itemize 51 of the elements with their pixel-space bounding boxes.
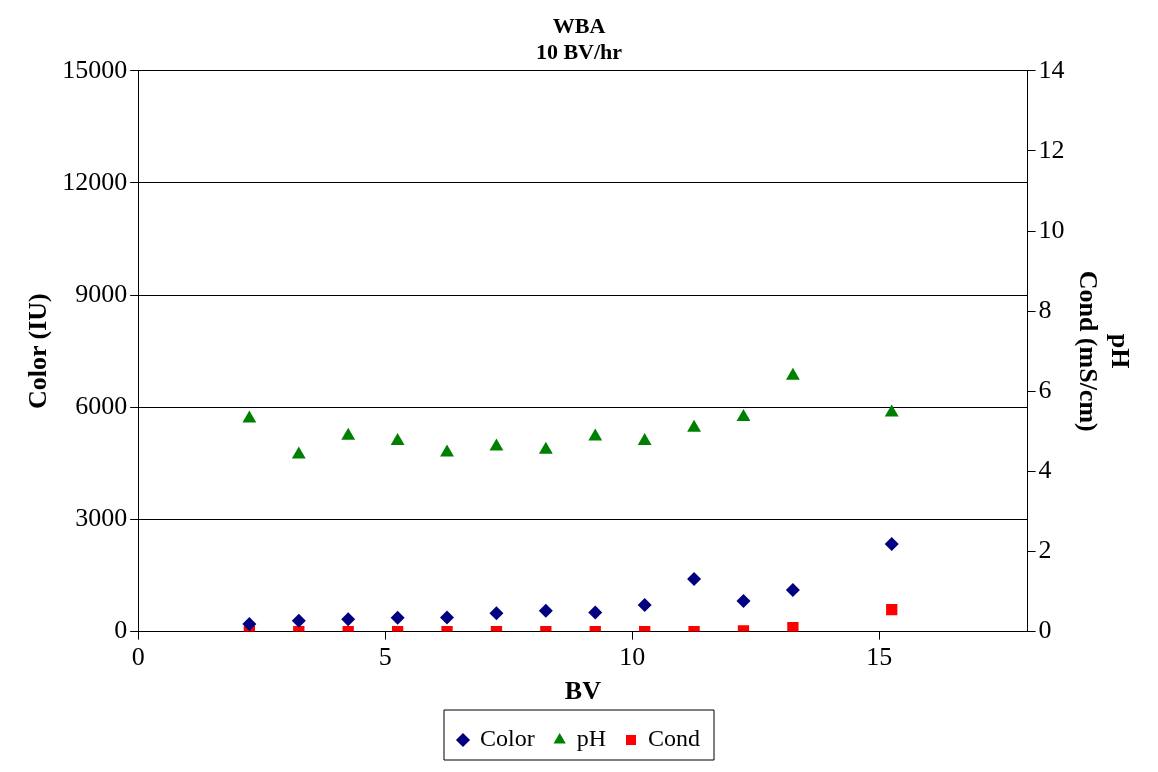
point <box>341 612 356 627</box>
point <box>390 610 405 625</box>
y-tick-label: 6000 <box>75 391 128 421</box>
point <box>440 444 454 457</box>
y-tick-label: 15000 <box>62 54 128 84</box>
y2-tick-label: 0 <box>1038 615 1052 645</box>
point <box>736 408 751 421</box>
point <box>637 598 652 613</box>
y-tick-label: 0 <box>114 615 128 645</box>
point <box>884 404 899 417</box>
y2-tick-label: 12 <box>1038 134 1065 164</box>
point <box>687 419 701 432</box>
y2-tick-label: 6 <box>1038 375 1052 405</box>
point <box>242 617 257 632</box>
point <box>489 438 504 451</box>
point <box>785 583 800 598</box>
y2-tick-label: 8 <box>1038 294 1052 324</box>
chart-title: WBA 10 BV/hr <box>535 12 623 65</box>
legend-label: Color <box>480 725 535 752</box>
point <box>489 606 504 621</box>
point <box>884 537 899 552</box>
point <box>291 613 306 628</box>
legend-label: Cond <box>648 725 701 752</box>
y2-tick-label: 4 <box>1038 455 1052 485</box>
point <box>588 605 603 620</box>
x-tick-label: 10 <box>619 642 646 672</box>
point <box>588 428 603 441</box>
y2-tick-label: 2 <box>1038 535 1052 565</box>
point <box>291 446 306 459</box>
y2-tick-label: 14 <box>1038 54 1065 84</box>
point <box>787 621 799 632</box>
point <box>440 610 455 625</box>
point <box>341 427 356 440</box>
point <box>390 432 405 445</box>
point <box>637 432 652 445</box>
y2-axis-title: pH Cond (mS/cm) <box>1074 270 1135 432</box>
point <box>538 441 553 454</box>
point <box>687 571 702 586</box>
legend-label: pH <box>576 725 607 752</box>
point <box>785 367 800 380</box>
point <box>538 603 553 618</box>
y2-tick-label: 10 <box>1038 214 1065 244</box>
y-tick-label: 12000 <box>62 166 128 196</box>
x-tick-label: 5 <box>378 642 392 672</box>
y-axis-title: Color (IU) <box>23 293 53 410</box>
point <box>736 593 751 608</box>
x-tick-label: 15 <box>866 642 893 672</box>
point <box>242 410 257 423</box>
y-tick-label: 3000 <box>75 503 128 533</box>
y-tick-label: 9000 <box>75 278 128 308</box>
x-axis-title: BV <box>564 676 602 706</box>
